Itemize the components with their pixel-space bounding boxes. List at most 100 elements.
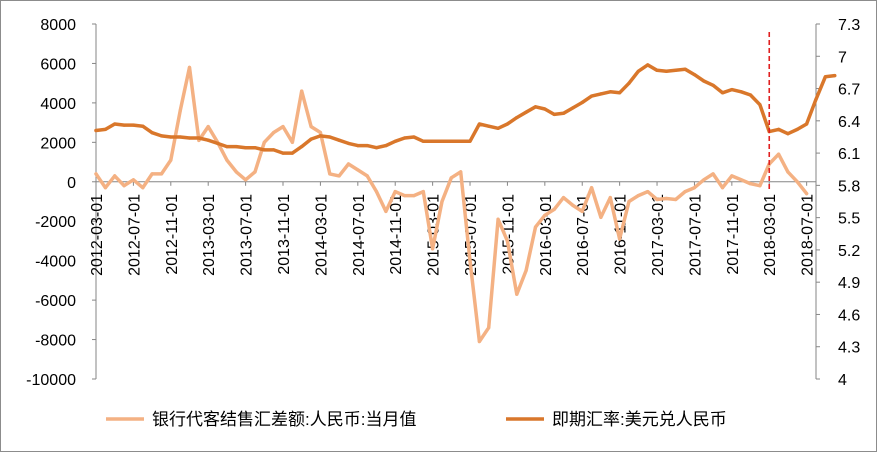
series-1-point bbox=[131, 178, 135, 182]
series-2-point bbox=[403, 136, 407, 140]
right-tick-label: 7.3 bbox=[838, 17, 860, 34]
series-2-point bbox=[524, 110, 528, 114]
series-2-point bbox=[786, 132, 790, 136]
series-2-point bbox=[655, 68, 659, 72]
series-2-point bbox=[262, 148, 266, 152]
x-tick-label: 2013-11-01 bbox=[276, 194, 293, 275]
series-1-point bbox=[636, 194, 640, 198]
left-tick-label: 4000 bbox=[40, 96, 76, 113]
series-1-point bbox=[487, 326, 491, 330]
right-tick-label: 4.6 bbox=[838, 307, 860, 324]
series-2-point bbox=[646, 63, 650, 67]
series-2-point bbox=[290, 151, 294, 155]
series-2-point bbox=[253, 146, 257, 150]
series-2-point bbox=[384, 144, 388, 148]
series-1-point bbox=[244, 178, 248, 182]
series-1-point bbox=[309, 125, 313, 129]
left-tick-label: -8000 bbox=[35, 333, 76, 350]
series-1-point bbox=[805, 192, 809, 196]
series-2-point bbox=[636, 69, 640, 73]
series-2-point bbox=[281, 151, 285, 155]
x-tick-label: 2013-03-01 bbox=[201, 194, 218, 276]
series-1-point bbox=[664, 196, 669, 201]
series-2-point bbox=[459, 139, 463, 143]
series-1-point bbox=[646, 190, 650, 194]
series-1-point bbox=[384, 209, 388, 213]
left-tick-label: 6000 bbox=[40, 56, 76, 73]
series-2-point bbox=[833, 74, 837, 78]
series-1-point bbox=[346, 162, 351, 166]
series-2-point bbox=[618, 91, 622, 95]
series-2-point bbox=[814, 97, 818, 101]
series-1-point bbox=[459, 170, 463, 174]
right-tick-label: 4.3 bbox=[838, 340, 860, 357]
x-tick-label: 2013-07-01 bbox=[239, 194, 256, 276]
series-2-point bbox=[103, 127, 107, 131]
x-tick-label: 2012-07-01 bbox=[126, 194, 143, 276]
series-1-point bbox=[356, 168, 360, 172]
series-2-point bbox=[272, 148, 276, 152]
x-tick-label: 2014-07-01 bbox=[351, 194, 368, 276]
left-tick-label: -2000 bbox=[35, 214, 76, 231]
series-2-point bbox=[608, 90, 612, 94]
left-tick-label: 8000 bbox=[40, 17, 76, 34]
series-1-point bbox=[496, 217, 500, 221]
series-1-point bbox=[505, 239, 509, 243]
series-2-point bbox=[159, 134, 164, 138]
series-2-point bbox=[328, 135, 332, 139]
x-tick-label: 2014-03-01 bbox=[313, 194, 330, 276]
series-2-point bbox=[580, 100, 584, 105]
left-tick-label: -10000 bbox=[26, 372, 76, 389]
series-1-point bbox=[113, 174, 117, 178]
series-1-point bbox=[337, 174, 341, 178]
series-2-point bbox=[477, 122, 481, 126]
series-2-point bbox=[150, 131, 154, 135]
series-1-point bbox=[533, 225, 538, 229]
series-2-point bbox=[505, 122, 509, 126]
series-2-point bbox=[777, 127, 781, 131]
series-1-point bbox=[599, 215, 603, 219]
right-tick-label: 4.9 bbox=[838, 275, 860, 292]
series-1-point bbox=[159, 172, 164, 176]
left-tick-label: -6000 bbox=[35, 293, 76, 310]
series-1-point bbox=[94, 172, 98, 176]
series-2-point bbox=[561, 111, 566, 115]
series-1-point bbox=[477, 339, 481, 344]
series-1-point bbox=[272, 130, 276, 135]
series-2-point bbox=[412, 135, 416, 139]
series-1-point bbox=[618, 237, 622, 241]
x-tick-label: 2015-07-01 bbox=[463, 194, 480, 276]
series-2-point bbox=[244, 146, 248, 150]
series-1-point bbox=[515, 292, 519, 296]
series-1-point bbox=[374, 190, 379, 194]
series-1-point bbox=[655, 197, 659, 202]
series-2-point bbox=[449, 139, 453, 143]
series-2-point bbox=[113, 122, 117, 126]
series-1-point bbox=[412, 194, 416, 198]
left-tick-label: 2000 bbox=[40, 135, 76, 152]
series-1-point bbox=[253, 170, 257, 174]
series-1-point bbox=[300, 89, 304, 93]
series-1-point bbox=[561, 196, 566, 200]
x-tick-label: 2017-07-01 bbox=[687, 194, 704, 276]
right-y-axis: 4 4.3 4.6 4.9 5.2 5.5 5.8 6.1 6.4 6.7 7 7.3 bbox=[815, 17, 860, 389]
series-2-point bbox=[758, 103, 762, 107]
series-1-point bbox=[290, 140, 294, 144]
series-2-point bbox=[571, 106, 575, 110]
series-2-point bbox=[178, 135, 182, 139]
series-2-point bbox=[823, 75, 828, 79]
series-1-point bbox=[748, 182, 753, 186]
series-1-point bbox=[234, 170, 238, 174]
series-2-point bbox=[720, 91, 725, 95]
series-1-point bbox=[674, 197, 678, 202]
series-2-point bbox=[365, 144, 369, 148]
series-1-point bbox=[365, 174, 369, 178]
right-tick-label: 4 bbox=[838, 372, 847, 389]
series-2-point bbox=[225, 145, 229, 149]
series-2-point bbox=[356, 144, 360, 148]
series-2-point bbox=[533, 105, 538, 109]
series-1-point bbox=[777, 152, 781, 156]
series-2-point bbox=[206, 138, 210, 142]
series-1-point bbox=[318, 130, 322, 135]
series-2-point bbox=[552, 112, 556, 116]
